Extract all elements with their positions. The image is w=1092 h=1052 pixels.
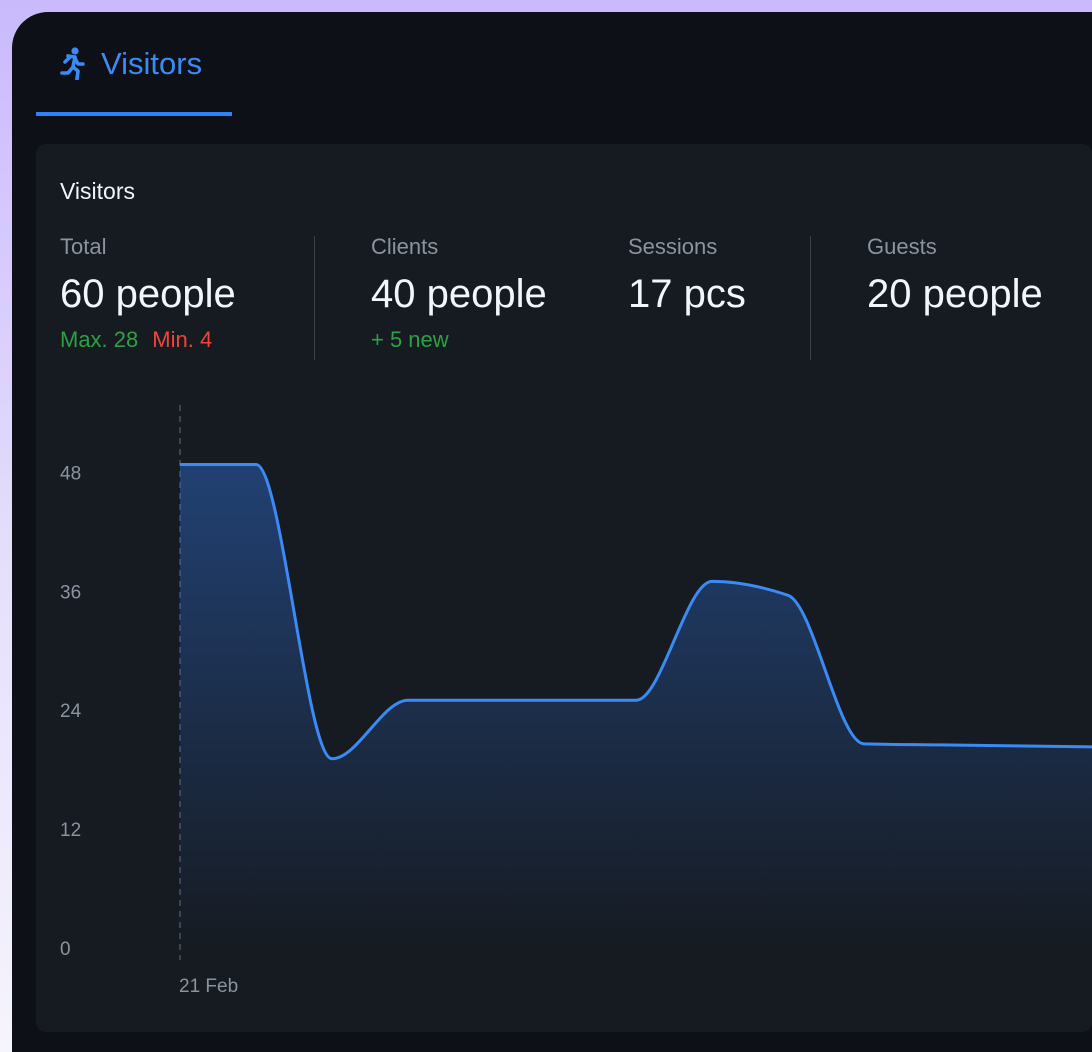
card-title: Visitors	[60, 178, 135, 204]
x-tick-label: 21 Feb	[179, 976, 238, 997]
stat-notes: Max. 28 Min. 4	[60, 327, 236, 353]
runner-icon	[60, 47, 85, 80]
divider	[314, 236, 315, 360]
stat-note: Min. 4	[152, 327, 213, 352]
stat-label: Clients	[371, 234, 439, 259]
stat-value: 20 people	[867, 272, 1043, 316]
y-tick-label: 36	[60, 582, 81, 603]
stat-note: Max. 28	[60, 327, 139, 352]
stat-value: 17 pcs	[628, 272, 746, 316]
stat-label: Guests	[867, 234, 937, 259]
y-tick-label: 48	[60, 463, 81, 484]
stat-label: Sessions	[628, 234, 718, 259]
stat-label: Total	[60, 234, 107, 259]
stat: Clients 40 people + 5 new	[371, 234, 547, 353]
y-tick-label: 24	[60, 701, 82, 722]
stat-value: 60 people	[60, 272, 236, 316]
divider	[810, 236, 811, 360]
area-fill	[180, 464, 1092, 950]
stat-note: + 5 new	[371, 327, 449, 352]
y-tick-label: 12	[60, 820, 81, 841]
tab-label: Visitors	[101, 46, 203, 81]
stat: Total 60 people Max. 28 Min. 4	[60, 234, 236, 353]
stat: Guests 20 people	[867, 234, 1043, 353]
stat: Sessions 17 pcs	[628, 234, 746, 353]
tab[interactable]: Visitors	[36, 12, 232, 116]
stat-notes: + 5 new	[371, 327, 547, 353]
stat-value: 40 people	[371, 272, 547, 316]
line	[179, 462, 1092, 761]
y-tick-label: 0	[60, 939, 71, 960]
